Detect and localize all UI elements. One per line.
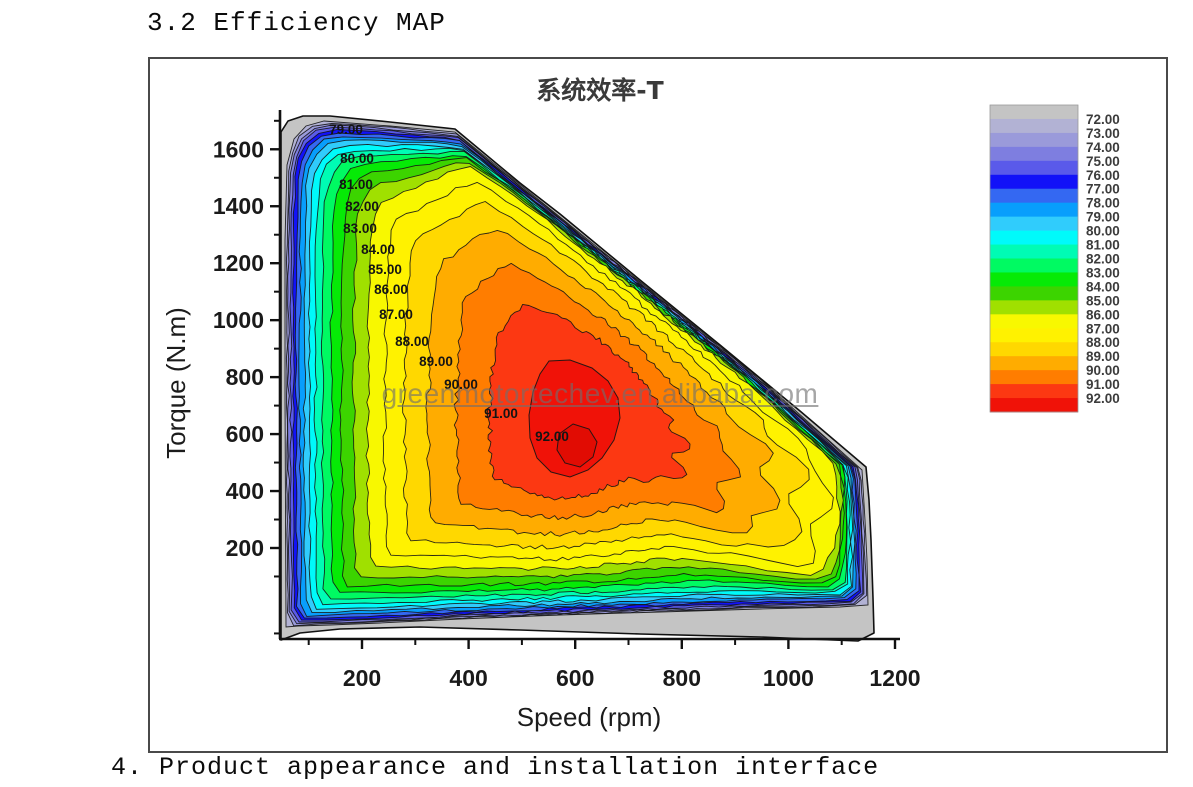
y-tick-label: 200 xyxy=(226,535,264,561)
contour-label: 82.00 xyxy=(345,199,379,214)
colorbar-band xyxy=(990,216,1078,232)
contour-label: 85.00 xyxy=(368,262,402,277)
x-tick-label: 1200 xyxy=(869,665,920,691)
colorbar-legend: 72.0073.0074.0075.0076.0077.0078.0079.00… xyxy=(989,104,1120,413)
colorbar-band xyxy=(990,370,1078,385)
contour-label: 87.00 xyxy=(379,307,413,322)
section-heading: 3.2 Efficiency MAP xyxy=(147,8,446,38)
y-tick-label: 1400 xyxy=(213,193,264,219)
colorbar-band xyxy=(990,146,1078,162)
axes: 200 400 600 800 1000 1200 200 400 600 800 1000 1200… xyxy=(213,110,921,691)
contour-label: 90.00 xyxy=(444,377,478,392)
contour-label: 80.00 xyxy=(340,151,374,166)
colorbar-band xyxy=(990,132,1078,148)
x-tick-label: 1000 xyxy=(763,665,814,691)
colorbar-band xyxy=(990,160,1078,176)
legend-label: 77.00 xyxy=(1086,182,1120,197)
colorbar-band xyxy=(990,314,1078,329)
colorbar-band xyxy=(990,300,1078,315)
contour-label: 89.00 xyxy=(419,354,453,369)
legend-label: 91.00 xyxy=(1086,377,1120,392)
x-tick-label: 400 xyxy=(449,665,487,691)
colorbar-band xyxy=(990,272,1078,287)
section-footer: 4. Product appearance and installation i… xyxy=(111,753,880,782)
y-tick-label: 1600 xyxy=(213,136,264,162)
colorbar-border xyxy=(989,104,1079,413)
contour-label: 84.00 xyxy=(361,242,395,257)
colorbar-band xyxy=(990,244,1078,259)
y-tick-label: 800 xyxy=(226,364,264,390)
colorbar-band xyxy=(990,118,1078,134)
colorbar-band xyxy=(990,398,1078,413)
contour-label: 92.00 xyxy=(535,429,569,444)
chart-title: 系统效率-T xyxy=(536,76,663,105)
contour-label: 81.00 xyxy=(339,177,373,192)
colorbar-band xyxy=(990,105,1078,120)
x-axis-title: Speed (rpm) xyxy=(517,702,662,732)
legend-label: 84.00 xyxy=(1086,279,1120,294)
y-tick-label: 1200 xyxy=(213,250,264,276)
legend-label: 90.00 xyxy=(1086,363,1120,378)
contour-band-92 xyxy=(528,359,621,478)
contour-label: 88.00 xyxy=(395,334,429,349)
legend-label: 79.00 xyxy=(1086,210,1120,225)
legend-label: 83.00 xyxy=(1086,265,1120,280)
contour-map xyxy=(280,115,875,642)
colorbar-band xyxy=(990,356,1078,371)
legend-label: 72.00 xyxy=(1086,112,1120,127)
y-tick-label: 600 xyxy=(226,421,264,447)
colorbar-band xyxy=(990,342,1078,357)
y-tick-label: 1000 xyxy=(213,307,264,333)
colorbar-band xyxy=(990,328,1078,343)
legend-label: 92.00 xyxy=(1086,391,1120,406)
legend-label: 81.00 xyxy=(1086,238,1120,253)
contour-labels: 79.00 80.00 81.00 82.00 83.00 84.00 85.00 86.00… xyxy=(329,122,569,444)
contour-peak-core xyxy=(556,423,598,468)
legend-label: 88.00 xyxy=(1086,335,1120,350)
colorbar-band xyxy=(990,286,1078,301)
contour-label: 79.00 xyxy=(329,122,363,137)
colorbar-band xyxy=(990,174,1078,190)
y-axis-title: Torque (N.m) xyxy=(161,307,191,459)
legend-label: 76.00 xyxy=(1086,168,1120,183)
legend-label: 82.00 xyxy=(1086,252,1120,267)
contour-label: 86.00 xyxy=(374,282,408,297)
legend-label: 80.00 xyxy=(1086,224,1120,239)
colorbar-band xyxy=(990,188,1078,204)
legend-label: 86.00 xyxy=(1086,307,1120,322)
colorbar-band xyxy=(990,384,1078,399)
legend-label: 73.00 xyxy=(1086,126,1120,141)
legend-label: 75.00 xyxy=(1086,154,1120,169)
contour-label: 91.00 xyxy=(484,406,518,421)
x-tick-label: 200 xyxy=(343,665,381,691)
legend-label: 78.00 xyxy=(1086,196,1120,211)
efficiency-map-chart: 79.0080.0081.0082.0083.0084.0085.0086.00… xyxy=(161,76,1120,732)
x-tick-label: 800 xyxy=(663,665,701,691)
legend-label: 85.00 xyxy=(1086,293,1120,308)
colorbar-band xyxy=(990,202,1078,218)
y-tick-label: 400 xyxy=(226,478,264,504)
x-tick-label: 600 xyxy=(556,665,594,691)
colorbar-band xyxy=(990,230,1078,246)
legend-label: 87.00 xyxy=(1086,321,1120,336)
legend-label: 89.00 xyxy=(1086,349,1120,364)
legend-label: 74.00 xyxy=(1086,140,1120,155)
colorbar-band xyxy=(990,258,1078,273)
contour-label: 83.00 xyxy=(343,221,377,236)
